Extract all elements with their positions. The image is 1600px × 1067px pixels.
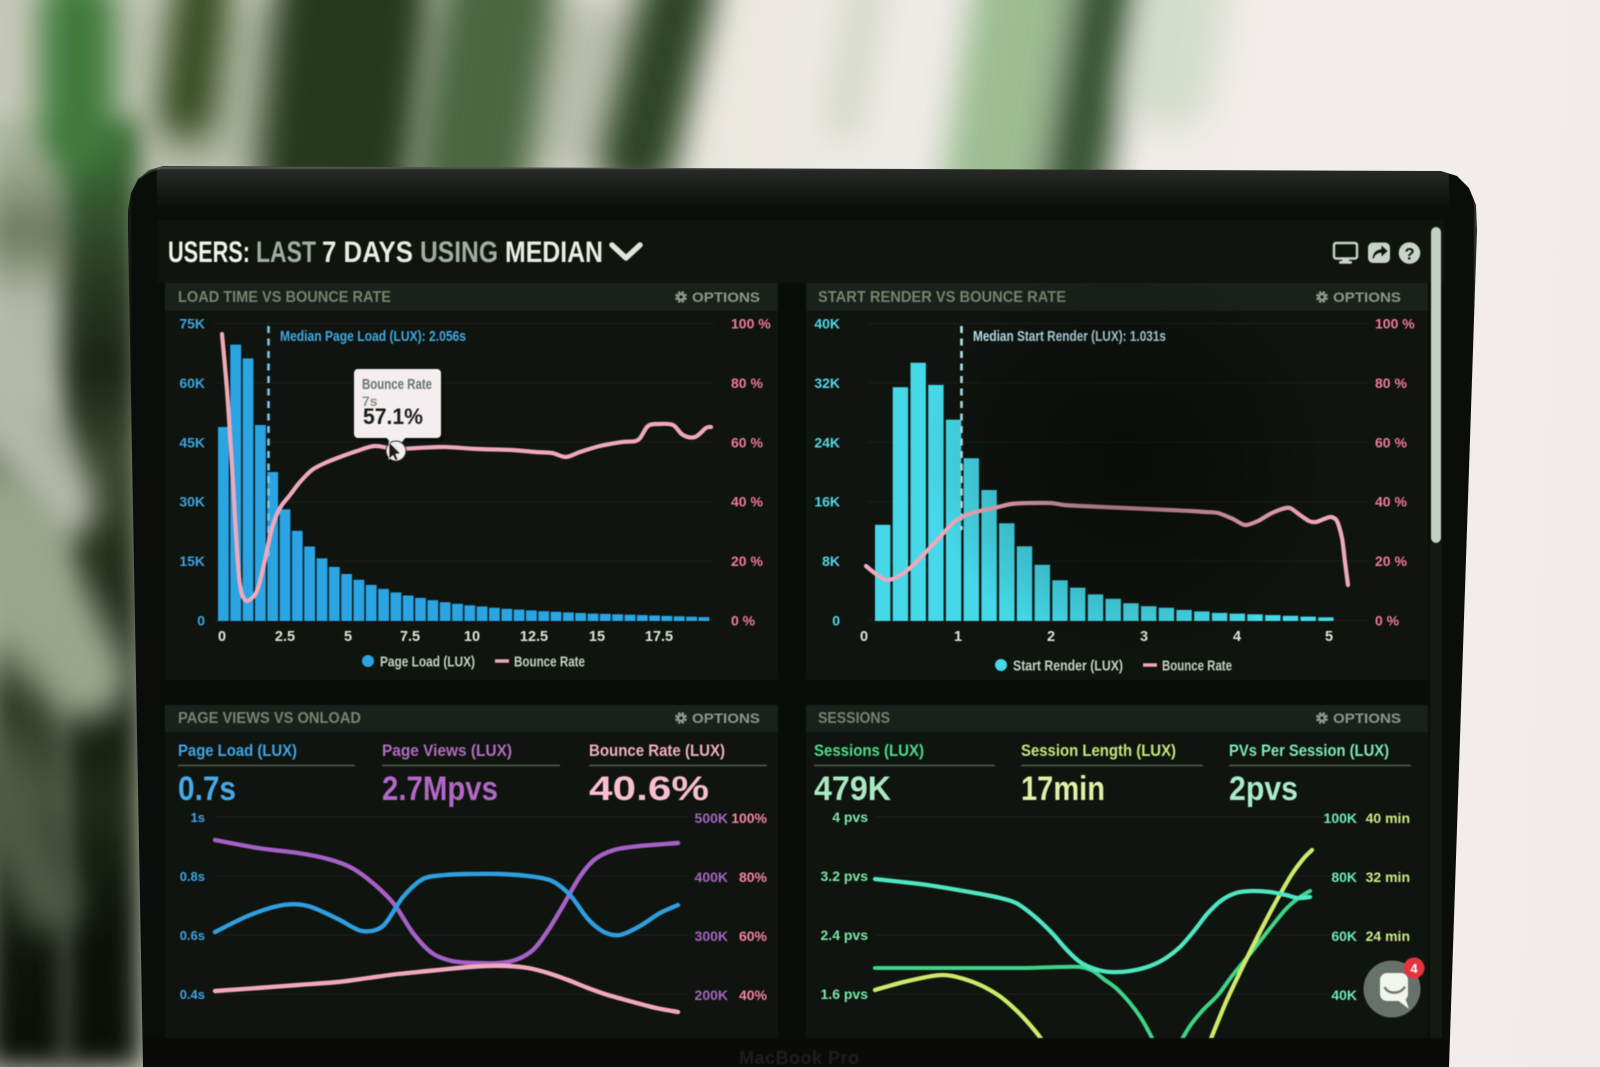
svg-text:Bounce Rate: Bounce Rate bbox=[514, 655, 585, 671]
svg-text:4: 4 bbox=[1233, 629, 1241, 645]
svg-text:40 min: 40 min bbox=[1366, 810, 1410, 826]
svg-text:20 %: 20 % bbox=[1375, 553, 1407, 569]
svg-text:15: 15 bbox=[589, 629, 605, 645]
svg-text:16K: 16K bbox=[814, 494, 840, 510]
svg-text:SESSIONS: SESSIONS bbox=[818, 710, 890, 727]
svg-text:2.7Mpvs: 2.7Mpvs bbox=[382, 770, 498, 808]
svg-text:400K: 400K bbox=[695, 869, 728, 885]
svg-text:7.5: 7.5 bbox=[400, 629, 420, 645]
svg-text:40 %: 40 % bbox=[1375, 494, 1407, 510]
svg-text:USING: USING bbox=[420, 236, 498, 269]
svg-text:Session Length (LUX): Session Length (LUX) bbox=[1021, 742, 1176, 760]
svg-text:0.4s: 0.4s bbox=[180, 987, 205, 1002]
svg-text:80 %: 80 % bbox=[731, 375, 763, 391]
svg-text:4 pvs: 4 pvs bbox=[832, 809, 868, 825]
svg-text:4: 4 bbox=[1410, 961, 1418, 976]
svg-text:60K: 60K bbox=[179, 375, 205, 391]
svg-text:Median Start Render (LUX): 1.0: Median Start Render (LUX): 1.031s bbox=[973, 329, 1166, 345]
svg-text:32 min: 32 min bbox=[1366, 869, 1410, 885]
svg-text:2pvs: 2pvs bbox=[1229, 770, 1298, 808]
svg-text:7 DAYS: 7 DAYS bbox=[322, 236, 413, 269]
svg-text:40K: 40K bbox=[1331, 987, 1357, 1003]
svg-text:OPTIONS: OPTIONS bbox=[1333, 289, 1401, 305]
svg-text:80%: 80% bbox=[739, 869, 768, 885]
svg-text:2: 2 bbox=[1047, 629, 1055, 645]
svg-text:8K: 8K bbox=[822, 553, 840, 569]
svg-text:100 %: 100 % bbox=[1375, 316, 1415, 332]
svg-text:PVs Per Session (LUX): PVs Per Session (LUX) bbox=[1229, 742, 1389, 760]
svg-text:2.5: 2.5 bbox=[275, 629, 295, 645]
svg-text:30K: 30K bbox=[179, 494, 205, 510]
svg-text:LAST: LAST bbox=[256, 236, 316, 269]
svg-text:0.8s: 0.8s bbox=[180, 869, 205, 884]
svg-text:40 %: 40 % bbox=[731, 494, 763, 510]
svg-text:PAGE VIEWS VS ONLOAD: PAGE VIEWS VS ONLOAD bbox=[178, 710, 361, 727]
svg-text:Start Render (LUX): Start Render (LUX) bbox=[1013, 659, 1123, 675]
svg-text:20 %: 20 % bbox=[731, 553, 763, 569]
svg-text:OPTIONS: OPTIONS bbox=[692, 710, 760, 726]
svg-text:100 %: 100 % bbox=[731, 316, 771, 332]
svg-text:300K: 300K bbox=[695, 928, 728, 944]
svg-text:0: 0 bbox=[218, 629, 226, 645]
svg-text:Bounce Rate (LUX): Bounce Rate (LUX) bbox=[589, 742, 725, 760]
svg-text:5: 5 bbox=[344, 629, 352, 645]
svg-text:15K: 15K bbox=[179, 553, 205, 569]
svg-text:?: ? bbox=[1404, 246, 1414, 264]
svg-text:40.6%: 40.6% bbox=[589, 770, 709, 808]
svg-text:17min: 17min bbox=[1021, 770, 1105, 808]
svg-text:0: 0 bbox=[860, 629, 868, 645]
svg-text:0: 0 bbox=[197, 613, 205, 629]
svg-text:Sessions (LUX): Sessions (LUX) bbox=[814, 742, 924, 760]
svg-text:479K: 479K bbox=[814, 770, 891, 808]
svg-text:1.6 pvs: 1.6 pvs bbox=[821, 986, 869, 1002]
svg-text:OPTIONS: OPTIONS bbox=[1333, 710, 1401, 726]
svg-text:0 %: 0 % bbox=[1375, 613, 1400, 629]
svg-text:USERS:: USERS: bbox=[168, 236, 250, 269]
svg-text:24K: 24K bbox=[814, 434, 840, 450]
svg-text:3.2 pvs: 3.2 pvs bbox=[821, 868, 869, 884]
svg-text:17.5: 17.5 bbox=[645, 629, 673, 645]
svg-text:100K: 100K bbox=[1324, 810, 1357, 826]
svg-text:Median Page Load (LUX): 2.056s: Median Page Load (LUX): 2.056s bbox=[280, 329, 466, 345]
svg-text:12.5: 12.5 bbox=[520, 629, 548, 645]
svg-text:32K: 32K bbox=[814, 375, 840, 391]
svg-text:24 min: 24 min bbox=[1366, 928, 1410, 944]
svg-text:500K: 500K bbox=[695, 810, 728, 826]
svg-text:60 %: 60 % bbox=[731, 434, 763, 450]
svg-text:0.7s: 0.7s bbox=[178, 770, 236, 808]
svg-text:200K: 200K bbox=[695, 987, 728, 1003]
svg-text:80K: 80K bbox=[1331, 869, 1357, 885]
svg-text:START RENDER VS BOUNCE RATE: START RENDER VS BOUNCE RATE bbox=[818, 289, 1066, 306]
svg-text:40%: 40% bbox=[739, 987, 768, 1003]
svg-text:Page Load (LUX): Page Load (LUX) bbox=[178, 742, 297, 760]
svg-text:1: 1 bbox=[954, 629, 962, 645]
svg-text:OPTIONS: OPTIONS bbox=[692, 289, 760, 305]
svg-text:60 %: 60 % bbox=[1375, 434, 1407, 450]
svg-text:Bounce Rate: Bounce Rate bbox=[362, 376, 432, 393]
svg-text:MEDIAN: MEDIAN bbox=[505, 236, 603, 269]
svg-text:10: 10 bbox=[464, 629, 480, 645]
svg-text:45K: 45K bbox=[179, 434, 205, 450]
svg-text:3: 3 bbox=[1140, 629, 1148, 645]
svg-text:75K: 75K bbox=[179, 316, 205, 332]
svg-text:LOAD TIME VS BOUNCE RATE: LOAD TIME VS BOUNCE RATE bbox=[178, 289, 391, 306]
svg-text:0: 0 bbox=[832, 613, 840, 629]
svg-text:100%: 100% bbox=[731, 810, 767, 826]
svg-text:7s: 7s bbox=[362, 393, 378, 409]
svg-text:0 %: 0 % bbox=[731, 613, 756, 629]
svg-text:0.6s: 0.6s bbox=[180, 928, 205, 943]
svg-text:57.1%: 57.1% bbox=[363, 404, 423, 429]
svg-text:40K: 40K bbox=[814, 316, 840, 332]
svg-text:1s: 1s bbox=[191, 810, 205, 825]
svg-text:Page Load (LUX): Page Load (LUX) bbox=[380, 655, 475, 671]
svg-text:60%: 60% bbox=[739, 928, 768, 944]
svg-text:Bounce Rate: Bounce Rate bbox=[1162, 659, 1232, 675]
svg-text:80 %: 80 % bbox=[1375, 375, 1407, 391]
svg-text:2.4 pvs: 2.4 pvs bbox=[821, 927, 869, 943]
svg-text:60K: 60K bbox=[1331, 928, 1357, 944]
svg-text:Page Views (LUX): Page Views (LUX) bbox=[382, 742, 512, 760]
svg-text:5: 5 bbox=[1325, 629, 1333, 645]
